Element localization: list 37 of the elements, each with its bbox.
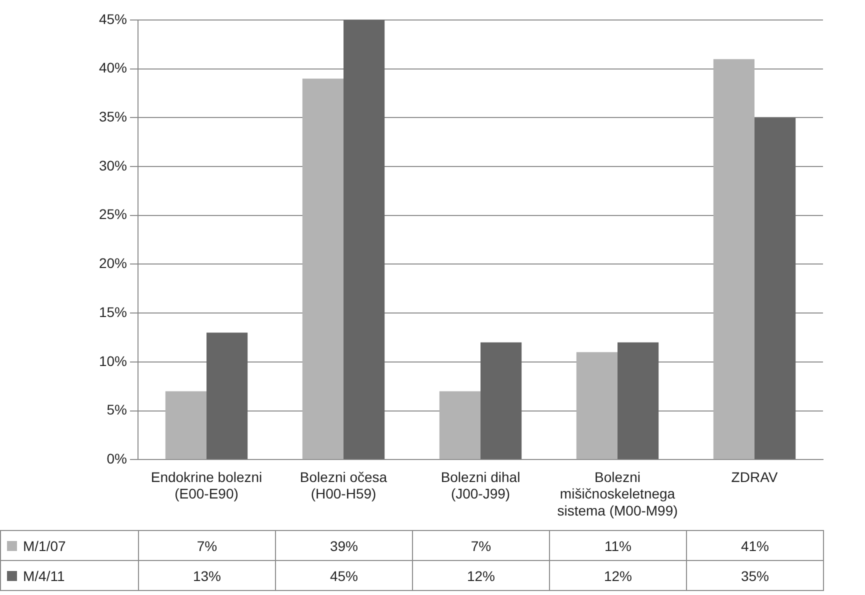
legend-label: M/4/11 (0, 560, 138, 590)
bar (713, 59, 754, 460)
y-tick-label: 20% (98, 255, 127, 272)
x-tick-label: ZDRAV (731, 468, 778, 485)
y-tick-label: 25% (98, 206, 127, 222)
x-tick-label: Bolezni dihal (J00-J99) (440, 468, 520, 502)
data-label: 45% (276, 560, 412, 590)
x-tick-label: Endokrine bolezni (E00-E90) (150, 468, 262, 502)
bar (618, 342, 659, 460)
y-tick-label: 35% (98, 108, 127, 125)
data-label: 12% (550, 560, 686, 590)
y-tick-label: 5% (106, 402, 127, 418)
data-label: 41% (686, 530, 824, 560)
bar (754, 118, 796, 460)
y-tick-label: 45% (98, 10, 127, 27)
data-label: 11% (550, 530, 686, 560)
x-tick-label: Bolezni mišičnoskeletnega sistema (M00-M99) (557, 468, 678, 518)
y-tick-label: 0% (106, 450, 127, 466)
bar (165, 391, 206, 460)
data-label: 7% (412, 530, 550, 560)
data-label: 7% (138, 530, 276, 560)
y-tick-label: 40% (98, 60, 127, 76)
y-tick-label: 30% (98, 157, 127, 174)
bar (480, 342, 522, 460)
bar (302, 78, 344, 460)
bar (576, 352, 618, 460)
bar (439, 391, 480, 460)
data-label: 35% (686, 560, 824, 590)
data-label: 12% (412, 560, 550, 590)
y-tick-label: 10% (98, 352, 127, 369)
legend-label: M/1/07 (0, 530, 138, 560)
bar (344, 20, 385, 460)
x-tick-label: Bolezni očesa (H00-H59) (300, 468, 388, 502)
data-label: 39% (276, 530, 412, 560)
data-label: 13% (138, 560, 276, 590)
y-tick-label: 15% (98, 304, 127, 320)
bar (206, 332, 248, 460)
